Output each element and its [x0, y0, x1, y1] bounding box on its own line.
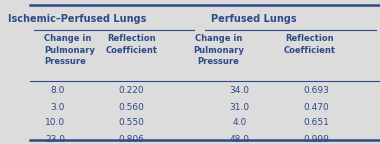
Text: Reflection
Coefficient: Reflection Coefficient	[283, 34, 336, 55]
Text: 48.0: 48.0	[230, 135, 250, 144]
Text: Ischemic–Perfused Lungs: Ischemic–Perfused Lungs	[8, 14, 146, 24]
Text: 8.0: 8.0	[51, 86, 65, 95]
Text: 0.999: 0.999	[304, 135, 329, 144]
Text: 23.0: 23.0	[45, 135, 65, 144]
Text: 31.0: 31.0	[230, 103, 250, 112]
Text: 0.550: 0.550	[119, 118, 144, 127]
Text: 0.560: 0.560	[119, 103, 144, 112]
Text: Change in
Pulmonary
Pressure: Change in Pulmonary Pressure	[44, 34, 95, 66]
Text: 0.220: 0.220	[119, 86, 144, 95]
Text: 0.693: 0.693	[304, 86, 329, 95]
Text: Reflection
Coefficient: Reflection Coefficient	[105, 34, 157, 55]
Text: 10.0: 10.0	[45, 118, 65, 127]
Text: Perfused Lungs: Perfused Lungs	[211, 14, 296, 24]
Text: 0.651: 0.651	[304, 118, 329, 127]
Text: 34.0: 34.0	[230, 86, 250, 95]
Text: Change in
Pulmonary
Pressure: Change in Pulmonary Pressure	[193, 34, 244, 66]
Text: 3.0: 3.0	[51, 103, 65, 112]
Text: 0.470: 0.470	[304, 103, 329, 112]
Text: 0.806: 0.806	[119, 135, 144, 144]
Text: 4.0: 4.0	[233, 118, 247, 127]
